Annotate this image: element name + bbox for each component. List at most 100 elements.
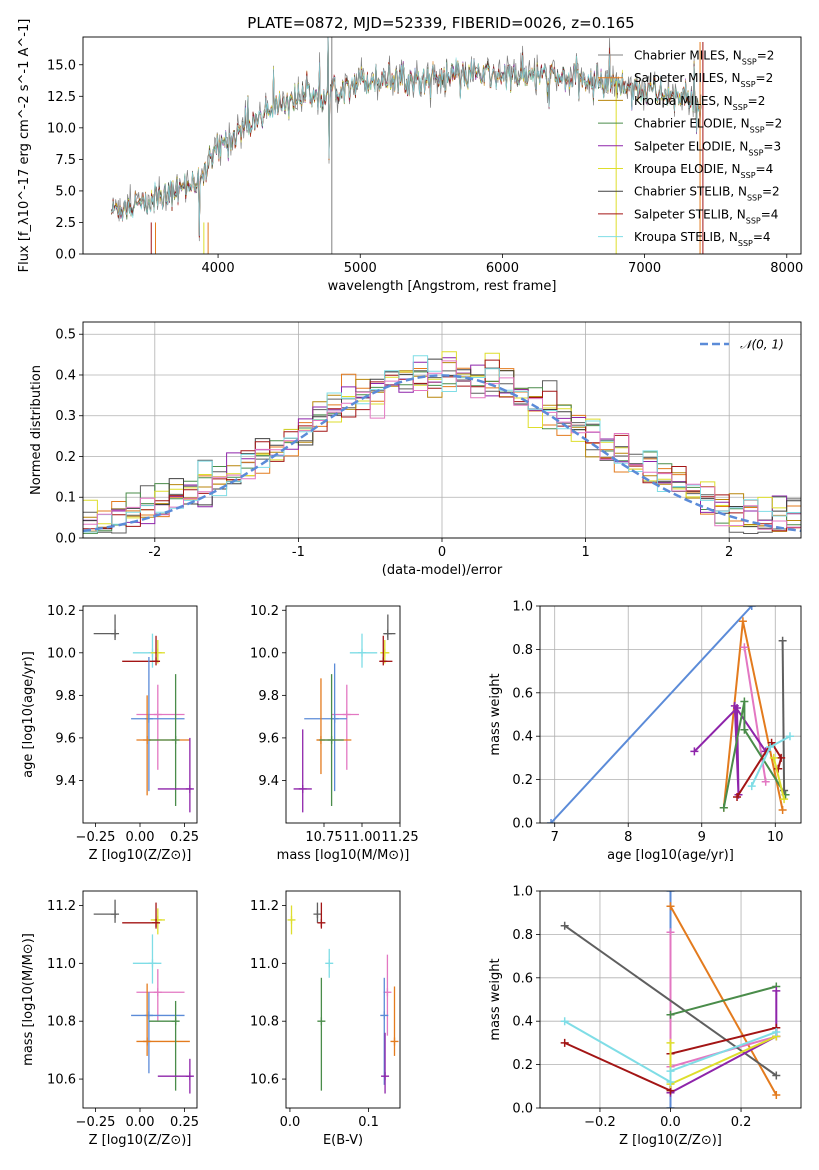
data-point [772,986,781,995]
y-tick-label: 9.8 [55,689,76,704]
data-point [666,1077,675,1086]
y-axis-label: mass [log10(M/M⊙)] [21,933,36,1066]
axes-frame [82,321,802,539]
weight-line [772,757,786,800]
data-point [390,1037,399,1046]
data-point [380,648,389,657]
x-tick-label: 0 [438,545,446,560]
y-tick-label: 0.8 [512,643,533,658]
data-point [740,643,749,652]
y-axis-label: Flux [f_λ10^-17 erg cm^-2 s^-1 A^-1] [17,19,32,273]
data-point [766,743,775,752]
data-point [153,648,162,657]
plot-area [293,614,396,813]
y-axis-label: age [log10(age/yr)] [21,651,36,778]
y-tick-label: 15.0 [47,58,76,73]
panel-residuals: -2 -1 0 1 2 0.0 0.1 0.2 0.3 0.4 0.5 (data-model)/er… [29,321,802,578]
axes-frame [82,605,198,824]
x-tick-label: 11.00 [343,830,380,845]
x-tick-label: 4000 [202,261,235,276]
y-tick-label: 10.2 [47,604,76,619]
y-tick-label: 11.0 [47,957,76,972]
x-axis-label: Z [log10(Z/Z⊙)] [619,1133,722,1148]
data-point [379,657,388,666]
legend-label: Chabrier STELIB, NSSP=2 [634,185,780,203]
data-point [287,915,296,924]
data-point [772,1071,781,1080]
plot-area [111,37,704,254]
y-tick-label: 10.2 [250,604,279,619]
y-tick-label: 9.6 [258,731,279,746]
data-point [143,1037,152,1046]
data-point [666,1067,675,1076]
data-point [153,988,162,997]
x-tick-label: -1 [292,545,305,560]
data-point [747,782,756,791]
y-tick-label: 0.5 [55,328,76,343]
x-axis-label: E(B-V) [323,1133,363,1148]
legend-label: Chabrier ELODIE, NSSP=2 [634,117,782,135]
data-point [666,928,675,937]
data-point [153,710,162,719]
x-tick-label: 0.25 [170,830,199,845]
x-axis-label: Z [log10(Z/Z⊙)] [89,848,192,863]
spectrum-line [111,37,702,236]
data-point [327,736,336,745]
panel-mass-weight-vs-Z: −0.2 0.0 0.2 0.0 0.2 0.4 0.6 0.8 1.0 Z [log10(Z/Z… [488,885,802,1148]
legend-label: Salpeter MILES, NSSP=2 [634,71,773,89]
data-point [740,697,749,706]
y-tick-label: 12.5 [47,90,76,105]
data-point [780,795,789,804]
x-tick-label: 6000 [486,261,519,276]
x-tick-label: 9 [698,830,706,845]
data-point [185,1072,194,1081]
data-point [719,803,728,812]
y-tick-label: 0.1 [55,491,76,506]
data-point [666,902,675,911]
data-point [317,1017,326,1026]
data-point [547,819,556,823]
data-point [772,1090,781,1099]
y-tick-label: 9.4 [55,774,76,789]
y-tick-label: 0.2 [55,450,76,465]
x-tick-label: 0.0 [660,1115,681,1130]
y-tick-label: 10.0 [250,646,279,661]
x-tick-label: −0.25 [76,1115,116,1130]
legend-label: Salpeter STELIB, NSSP=4 [634,207,778,225]
y-axis-label: mass weight [488,958,503,1040]
y-tick-label: 0.6 [512,686,533,701]
data-point [730,701,739,710]
y-axis-label: Normed distribution [29,365,44,495]
x-tick-label: 7000 [628,261,661,276]
data-point [560,1017,569,1026]
legend-label: Chabrier MILES, NSSP=2 [634,49,774,67]
x-tick-label: 10.75 [305,830,342,845]
data-point [560,1038,569,1047]
x-axis-label: mass [log10(M/M⊙)] [277,848,410,863]
data-point [778,636,787,645]
data-point [358,648,366,657]
data-point [772,1028,781,1037]
data-point [738,617,747,626]
y-tick-label: 0.0 [55,248,76,263]
data-point [317,918,326,927]
y-tick-label: 0.0 [512,1102,533,1117]
data-point [148,959,157,968]
y-tick-label: 5.0 [55,184,76,199]
weight-line [781,640,786,791]
figure-title: PLATE=0872, MJD=52339, FIBERID=0026, z=0… [247,14,634,32]
y-tick-label: 9.6 [55,731,76,746]
data-point [313,910,322,919]
plot-area [287,902,399,1094]
data-point [666,1104,675,1108]
x-tick-label: 0.2 [731,1115,752,1130]
data-point [666,1038,675,1047]
y-tick-label: 2.5 [55,216,76,231]
x-axis-label: wavelength [Angstrom, rest frame] [328,279,557,294]
x-tick-label: 5000 [344,261,377,276]
y-tick-label: 0.8 [512,928,533,943]
y-tick-label: 10.0 [47,121,76,136]
x-tick-label: 11.25 [381,830,418,845]
y-tick-label: 0.0 [55,532,76,547]
